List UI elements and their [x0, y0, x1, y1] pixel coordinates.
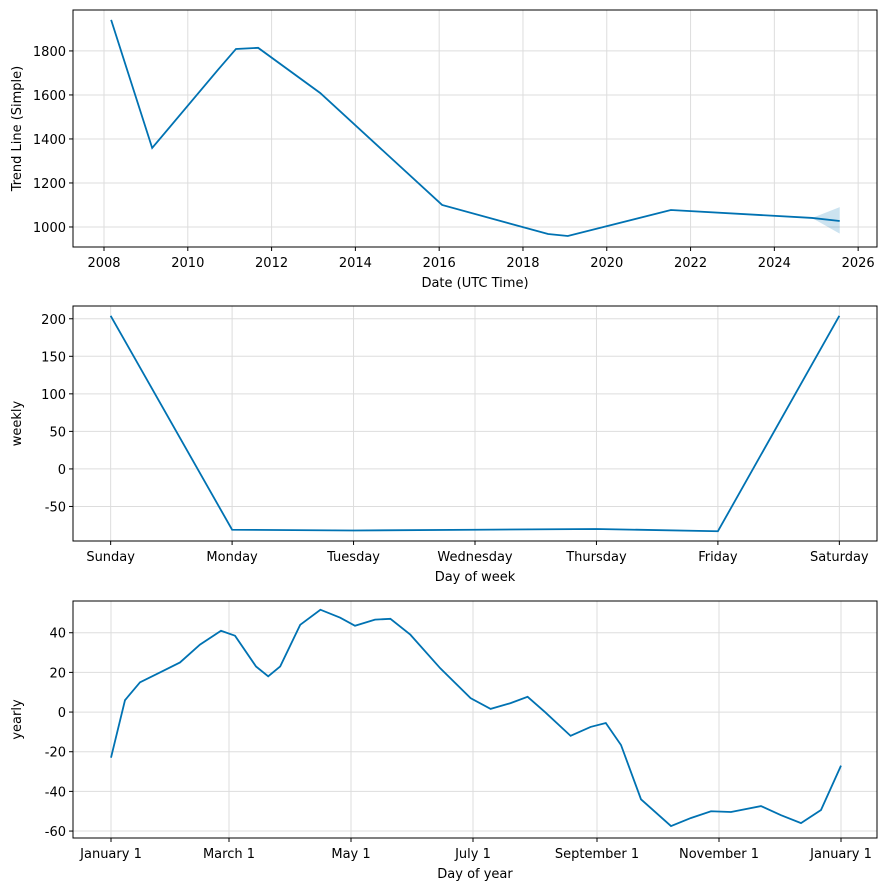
y-tick-label: 1400: [33, 133, 66, 148]
axes-frame: [72, 9, 878, 248]
x-tick-label: November 1: [679, 847, 759, 862]
x-tick-label: Thursday: [565, 550, 627, 565]
x-tick-label: 2018: [506, 256, 539, 271]
x-tick-label: 2012: [255, 256, 288, 271]
trend-line: [110, 19, 840, 237]
y-tick-label: 100: [41, 388, 66, 403]
y-tick-label: 0: [58, 463, 66, 478]
trend-line: [110, 608, 842, 828]
y-tick-label: 40: [49, 627, 66, 642]
x-axis-label: Date (UTC Time): [421, 276, 528, 291]
x-tick-label: 2022: [674, 256, 707, 271]
x-tick-label: 2024: [758, 256, 791, 271]
x-tick-label: March 1: [203, 847, 255, 862]
y-tick-label: 150: [41, 350, 66, 365]
x-axis-label: Day of year: [437, 867, 513, 882]
x-tick-label: 2014: [339, 256, 372, 271]
x-tick-label: 2010: [171, 256, 204, 271]
y-tick-label: -60: [45, 825, 66, 840]
trend-line: [109, 315, 841, 533]
y-tick-label: 1600: [33, 89, 66, 104]
y-tick-label: -40: [45, 785, 66, 800]
y-tick-label: -20: [45, 746, 66, 761]
x-tick-label: Sunday: [86, 550, 135, 565]
y-tick-label: 0: [58, 706, 66, 721]
x-tick-label: 2026: [842, 256, 875, 271]
x-tick-label: Monday: [206, 550, 258, 565]
y-axis-label: yearly: [10, 699, 25, 740]
y-tick-label: 200: [41, 313, 66, 328]
y-tick-label: 20: [49, 666, 66, 681]
x-tick-label: Saturday: [810, 550, 869, 565]
x-tick-label: May 1: [331, 847, 370, 862]
axes-frame: [72, 600, 878, 839]
x-tick-label: January 1: [809, 847, 872, 862]
x-tick-label: 2008: [87, 256, 120, 271]
y-tick-label: 1000: [33, 221, 66, 236]
x-tick-label: 2020: [590, 256, 623, 271]
x-tick-label: July 1: [454, 847, 491, 862]
x-tick-label: 2016: [423, 256, 456, 271]
x-tick-label: September 1: [555, 847, 639, 862]
y-axis-label: Trend Line (Simple): [10, 66, 25, 192]
x-tick-label: Wednesday: [437, 550, 513, 565]
x-axis-label: Day of week: [435, 570, 516, 585]
x-tick-label: Tuesday: [326, 550, 380, 565]
axes-frame: [72, 305, 878, 542]
y-tick-label: 1200: [33, 177, 66, 192]
y-tick-label: -50: [45, 500, 66, 515]
x-tick-label: January 1: [79, 847, 142, 862]
y-tick-label: 50: [49, 425, 66, 440]
y-axis-label: weekly: [10, 400, 25, 446]
y-tick-label: 1800: [33, 45, 66, 60]
x-tick-label: Friday: [698, 550, 738, 565]
